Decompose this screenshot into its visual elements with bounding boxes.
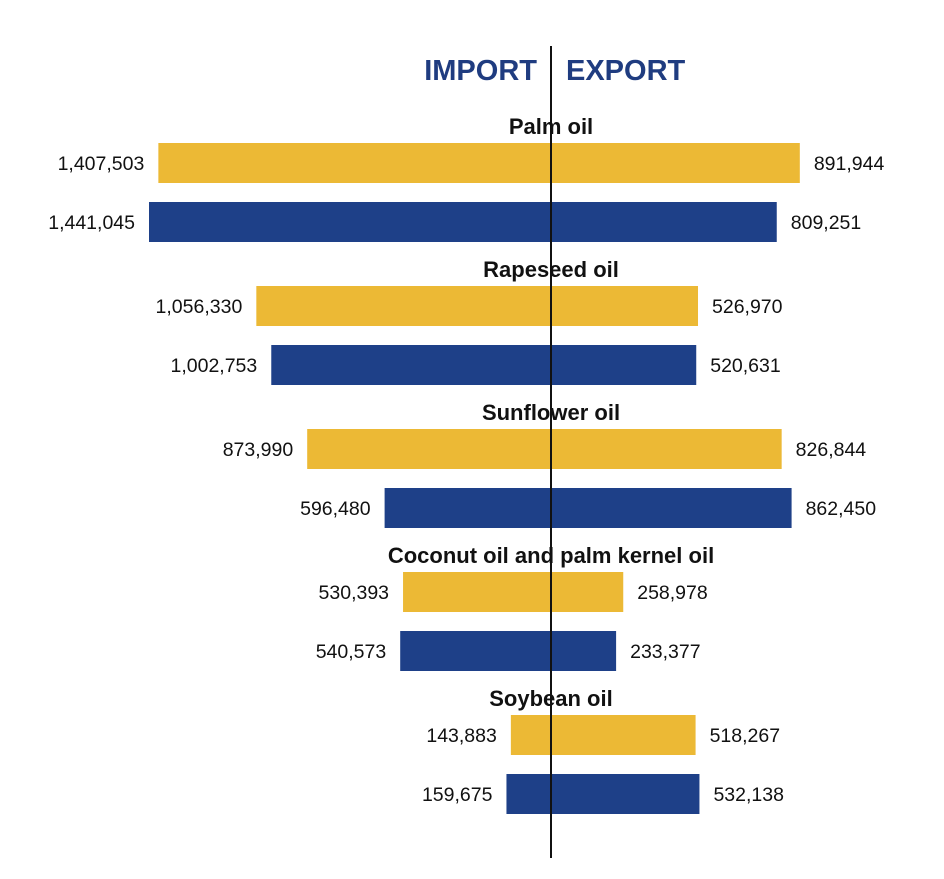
import-value-label: 1,056,330 (156, 296, 243, 318)
export-bar-second-soybean-oil (551, 774, 700, 814)
export-bar-first-palm-oil (551, 143, 800, 183)
import-bar-first-rapeseed-oil (256, 286, 551, 326)
import-bar-second-rapeseed-oil (271, 345, 551, 385)
export-bar-first-rapeseed-oil (551, 286, 699, 326)
import-bar-second-coconut-oil-and-palm-kernel-oil (400, 631, 551, 671)
export-value-label: 809,251 (791, 212, 862, 234)
export-header: EXPORT (566, 55, 686, 87)
export-value-label: 532,138 (713, 784, 784, 806)
import-bar-first-coconut-oil-and-palm-kernel-oil (403, 572, 551, 612)
import-bar-second-soybean-oil (506, 774, 551, 814)
import-value-label: 159,675 (422, 784, 493, 806)
import-bar-first-sunflower-oil (307, 429, 551, 469)
export-bar-second-sunflower-oil (551, 488, 792, 528)
export-bar-second-palm-oil (551, 202, 777, 242)
export-value-label: 233,377 (630, 641, 701, 663)
export-value-label: 258,978 (637, 582, 708, 604)
import-bar-first-soybean-oil (510, 715, 551, 755)
import-value-label: 873,990 (223, 439, 294, 461)
export-value-label: 518,267 (710, 725, 781, 747)
export-value-label: 862,450 (806, 498, 877, 520)
export-value-label: 526,970 (712, 296, 783, 318)
import-bar-second-sunflower-oil (384, 488, 551, 528)
export-bar-second-rapeseed-oil (551, 345, 697, 385)
export-value-label: 520,631 (710, 355, 781, 377)
import-value-label: 143,883 (426, 725, 497, 747)
import-value-label: 1,441,045 (48, 212, 135, 234)
export-bar-first-sunflower-oil (551, 429, 782, 469)
import-value-label: 540,573 (316, 641, 387, 663)
import-header: IMPORT (424, 55, 537, 87)
export-bar-first-coconut-oil-and-palm-kernel-oil (551, 572, 624, 612)
import-value-label: 596,480 (300, 498, 371, 520)
import-bar-second-palm-oil (149, 202, 551, 242)
export-value-label: 891,944 (814, 153, 885, 175)
import-value-label: 530,393 (319, 582, 390, 604)
import-bar-first-palm-oil (158, 143, 551, 183)
export-bar-second-coconut-oil-and-palm-kernel-oil (551, 631, 617, 671)
import-value-label: 1,002,753 (171, 355, 258, 377)
import-value-label: 1,407,503 (58, 153, 145, 175)
export-value-label: 826,844 (796, 439, 867, 461)
export-bar-first-soybean-oil (551, 715, 696, 755)
